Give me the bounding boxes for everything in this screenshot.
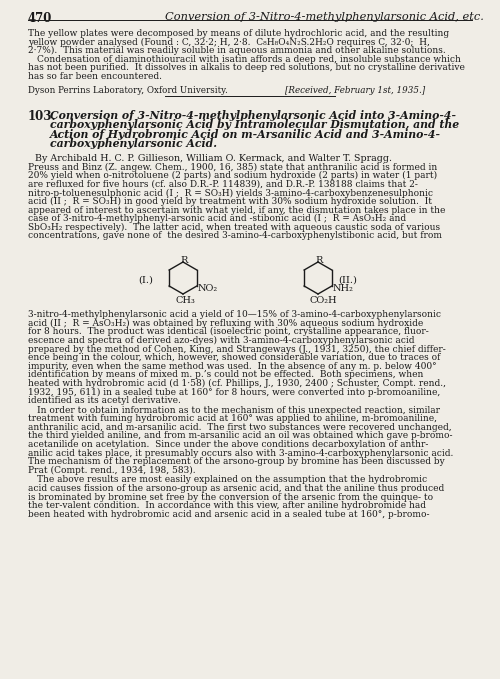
Text: case of 3-nitro-4-methylphenyl-arsonic acid and -stibonic acid (I ;  R = AsO₃H₂ : case of 3-nitro-4-methylphenyl-arsonic a…	[28, 214, 406, 223]
Text: acetanilide on acetylation.  Since under the above conditions decarboxylation of: acetanilide on acetylation. Since under …	[28, 440, 428, 449]
Text: By Archibald H. C. P. Gillieson, William O. Kermack, and Walter T. Spragg.: By Archibald H. C. P. Gillieson, William…	[35, 153, 392, 162]
Text: Conversion of 3-Nitro-4-methylphenylarsonic Acid, etc.: Conversion of 3-Nitro-4-methylphenylarso…	[165, 12, 484, 22]
Text: 103.: 103.	[28, 109, 56, 123]
Text: R: R	[180, 256, 188, 265]
Text: Preuss and Binz (Z. angew. Chem., 1900, 16, 385) state that anthranilic acid is : Preuss and Binz (Z. angew. Chem., 1900, …	[28, 162, 437, 172]
Text: CH₃: CH₃	[175, 296, 195, 305]
Text: anthranilic acid, and m-arsanilic acid.  The first two substances were recovered: anthranilic acid, and m-arsanilic acid. …	[28, 423, 452, 432]
Text: 20% yield when o-nitrotoluene (2 parts) and sodium hydroxide (2 parts) in water : 20% yield when o-nitrotoluene (2 parts) …	[28, 171, 437, 181]
Text: Prat (Compt. rend., 1934, 198, 583).: Prat (Compt. rend., 1934, 198, 583).	[28, 466, 196, 475]
Text: CO₂H: CO₂H	[309, 296, 336, 305]
Text: NH₂: NH₂	[333, 284, 353, 293]
Text: (II.): (II.)	[338, 276, 357, 285]
Text: R: R	[315, 256, 322, 265]
Text: 2·7%).  This material was readily soluble in aqueous ammonia and other alkaline : 2·7%). This material was readily soluble…	[28, 46, 446, 55]
Text: The yellow plates were decomposed by means of dilute hydrochloric acid, and the : The yellow plates were decomposed by mea…	[28, 29, 449, 38]
Text: heated with hydrobromic acid (d 1·58) (cf. Phillips, J., 1930, 2400 ; Schuster, : heated with hydrobromic acid (d 1·58) (c…	[28, 379, 446, 388]
Text: has so far been encountered.: has so far been encountered.	[28, 72, 162, 81]
Text: Action of Hydrobromic Acid on m-Arsanilic Acid and 3-Amino-4-: Action of Hydrobromic Acid on m-Arsanili…	[50, 128, 441, 140]
Text: nitro-p-toluenesulphonic acid (I ;  R = SO₃H) yields 3-amino-4-carboxybenzenesul: nitro-p-toluenesulphonic acid (I ; R = S…	[28, 188, 433, 198]
Text: impurity, even when the same method was used.  In the absence of any m. p. below: impurity, even when the same method was …	[28, 362, 436, 371]
Text: [Received, February 1st, 1935.]: [Received, February 1st, 1935.]	[285, 86, 425, 94]
Text: appeared of interest to ascertain with what yield, if any, the dismutation takes: appeared of interest to ascertain with w…	[28, 206, 446, 215]
Text: anilic acid takes place, it presumably occurs also with 3-amino-4-carboxyphenyla: anilic acid takes place, it presumably o…	[28, 449, 454, 458]
Text: Condensation of diaminothiouracil with isatin affords a deep red, insoluble subs: Condensation of diaminothiouracil with i…	[28, 55, 461, 64]
Text: carboxyphenylarsonic Acid by Intramolecular Dismutation, and the: carboxyphenylarsonic Acid by Intramolecu…	[50, 119, 459, 130]
Text: treatment with fuming hydrobromic acid at 160° was applied to aniline, m-bromoan: treatment with fuming hydrobromic acid a…	[28, 414, 437, 423]
Text: In order to obtain information as to the mechanism of this unexpected reaction, : In order to obtain information as to the…	[28, 405, 440, 415]
Text: Dyson Perrins Laboratory, Oxford University.: Dyson Perrins Laboratory, Oxford Univers…	[28, 86, 228, 94]
Text: Conversion of 3-Nitro-4-methylphenylarsonic Acid into 3-Amino-4-: Conversion of 3-Nitro-4-methylphenylarso…	[50, 109, 456, 121]
Text: has not been purified.  It dissolves in alkalis to deep red solutions, but no cr: has not been purified. It dissolves in a…	[28, 63, 465, 73]
Text: concentrations, gave none of  the desired 3-amino-4-carboxyphenylstibonic acid, : concentrations, gave none of the desired…	[28, 232, 442, 240]
Text: The mechanism of the replacement of the arsono-group by bromine has been discuss: The mechanism of the replacement of the …	[28, 457, 445, 466]
Text: acid causes fission of the arsono-group as arsenic acid, and that the aniline th: acid causes fission of the arsono-group …	[28, 484, 444, 493]
Text: (I.): (I.)	[138, 276, 153, 285]
Text: identification by means of mixed m. p.’s could not be effected.  Both specimens,: identification by means of mixed m. p.’s…	[28, 370, 423, 379]
Text: for 8 hours.  The product was identical (isoelectric point, crystalline appearan: for 8 hours. The product was identical (…	[28, 327, 429, 336]
Text: are refluxed for five hours (cf. also D.R.-P. 114839), and D.R.-P. 138188 claims: are refluxed for five hours (cf. also D.…	[28, 180, 418, 189]
Text: NO₂: NO₂	[198, 284, 218, 293]
Text: 3-nitro-4-methylphenylarsonic acid a yield of 10—15% of 3-amino-4-carboxyphenyla: 3-nitro-4-methylphenylarsonic acid a yie…	[28, 310, 441, 319]
Text: acid (II ;  R = AsO₃H₂) was obtained by refluxing with 30% aqueous sodium hydrox: acid (II ; R = AsO₃H₂) was obtained by r…	[28, 318, 423, 328]
Text: escence and spectra of derived azo-dyes) with 3-amino-4-carboxyphenylarsonic aci: escence and spectra of derived azo-dyes)…	[28, 336, 414, 345]
Text: prepared by the method of Cohen, King, and Strangeways (J., 1931, 3250), the chi: prepared by the method of Cohen, King, a…	[28, 344, 446, 354]
Text: The above results are most easily explained on the assumption that the hydrobrom: The above results are most easily explai…	[28, 475, 427, 484]
Text: the ter-valent condition.  In accordance with this view, after aniline hydrobrom: the ter-valent condition. In accordance …	[28, 501, 426, 510]
Text: is brominated by bromine set free by the conversion of the arsenic from the quin: is brominated by bromine set free by the…	[28, 492, 433, 502]
Text: the third yielded aniline, and from m-arsanilic acid an oil was obtained which g: the third yielded aniline, and from m-ar…	[28, 431, 452, 441]
Text: yellow powder analysed (Found : C, 32·2; H, 2·8.  C₈H₈O₄N₂S.2H₂O requires C, 32·: yellow powder analysed (Found : C, 32·2;…	[28, 37, 430, 47]
Text: been heated with hydrobromic acid and arsenic acid in a sealed tube at 160°, p-b: been heated with hydrobromic acid and ar…	[28, 510, 429, 519]
Text: SbO₃H₂ respectively).  The latter acid, when treated with aqueous caustic soda o: SbO₃H₂ respectively). The latter acid, w…	[28, 223, 440, 232]
Text: ence being in the colour, which, however, showed considerable variation, due to : ence being in the colour, which, however…	[28, 353, 440, 362]
Text: acid (II ;  R = SO₃H) in good yield by treatment with 30% sodium hydroxide solut: acid (II ; R = SO₃H) in good yield by tr…	[28, 197, 432, 206]
Text: carboxyphenylarsonic Acid.: carboxyphenylarsonic Acid.	[50, 138, 217, 149]
Text: 470: 470	[28, 12, 52, 25]
Text: 1932, 195, 611) in a sealed tube at 160° for 8 hours, were converted into p-brom: 1932, 195, 611) in a sealed tube at 160°…	[28, 388, 440, 397]
Text: identified as its acetyl derivative.: identified as its acetyl derivative.	[28, 396, 181, 405]
